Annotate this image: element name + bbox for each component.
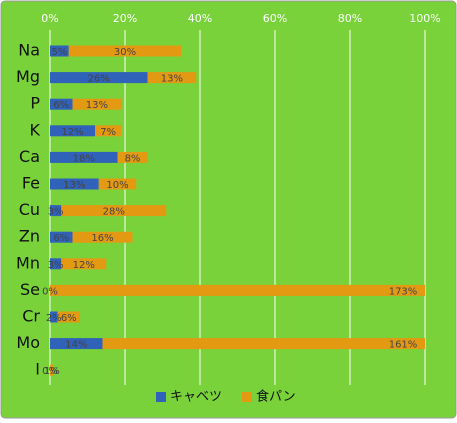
data-label: 2% <box>46 313 62 324</box>
data-label: 173% <box>389 286 418 297</box>
y-tick-label: P <box>30 94 40 113</box>
data-label: 26% <box>88 74 110 85</box>
y-tick-label: Na <box>18 41 40 60</box>
data-label: 30% <box>114 47 136 58</box>
y-tick-label: Fe <box>22 174 40 193</box>
x-tick-label: 40% <box>188 12 212 25</box>
data-label: 161% <box>389 340 418 351</box>
y-tick-label: Zn <box>19 227 40 246</box>
x-tick-label: 20% <box>113 12 137 25</box>
data-label: 1% <box>44 366 60 377</box>
x-tick-label: 0% <box>41 12 58 25</box>
data-label: 16% <box>91 233 113 244</box>
y-tick-label: Se <box>20 280 40 299</box>
legend-label: キャベツ <box>170 390 222 405</box>
x-tick-label: 60% <box>263 12 287 25</box>
data-label: 3% <box>48 207 64 218</box>
y-tick-label: Cu <box>19 200 40 219</box>
y-tick-label: Ca <box>19 147 40 166</box>
y-tick-label: Cr <box>22 307 40 326</box>
data-label: 3% <box>48 260 64 271</box>
data-label: 0% <box>42 286 58 297</box>
data-label: 14% <box>65 340 87 351</box>
y-tick-label: Mg <box>16 67 40 86</box>
y-tick-label: Mo <box>16 333 40 352</box>
y-tick-label: I <box>35 360 40 379</box>
data-label: 6% <box>61 313 77 324</box>
data-label: 13% <box>161 74 183 85</box>
x-tick-label: 100% <box>409 12 440 25</box>
data-label: 10% <box>106 180 128 191</box>
data-label: 12% <box>61 127 83 138</box>
data-label: 28% <box>103 207 125 218</box>
data-label: 12% <box>73 260 95 271</box>
legend-swatch <box>242 392 252 402</box>
data-label: 6% <box>53 100 69 111</box>
x-tick-label: 80% <box>338 12 362 25</box>
data-label: 8% <box>125 153 141 164</box>
data-label: 6% <box>53 233 69 244</box>
data-label: 13% <box>63 180 85 191</box>
y-tick-label: K <box>30 120 41 139</box>
data-label: 7% <box>100 127 116 138</box>
y-tick-label: Mn <box>16 253 40 272</box>
data-label: 18% <box>73 153 95 164</box>
legend-label: 食パン <box>256 389 296 405</box>
data-label: 5% <box>51 47 67 58</box>
data-label: 13% <box>86 100 108 111</box>
legend-swatch <box>156 392 166 402</box>
